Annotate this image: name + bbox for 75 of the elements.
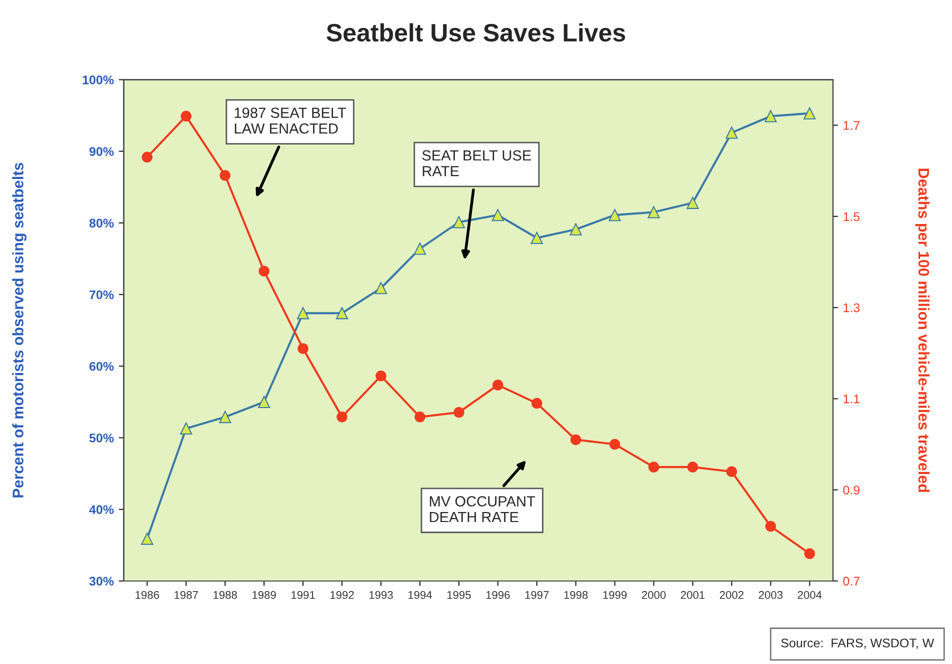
point xyxy=(570,223,582,236)
point xyxy=(219,410,232,424)
point xyxy=(336,412,348,422)
point xyxy=(180,422,192,435)
y-tick-label: 70% xyxy=(90,290,114,300)
point xyxy=(336,307,348,320)
x-tick-label: 1995 xyxy=(447,591,471,599)
point xyxy=(726,126,738,139)
chart-title: Seatbelt Use Saves Lives xyxy=(326,23,626,42)
point xyxy=(452,216,465,228)
y-axis-title: Percent of motorists observed using seatbelts xyxy=(12,162,27,498)
y2-axis-title: Deaths per 100 million vehicle-miles traveled xyxy=(915,168,930,492)
point xyxy=(608,208,621,222)
point xyxy=(570,434,582,446)
point xyxy=(142,152,153,163)
point xyxy=(686,196,699,209)
x-tick-label: 1988 xyxy=(214,591,237,599)
source-note: Source: FARS, WSDOT, W xyxy=(781,638,934,649)
point xyxy=(258,396,270,408)
x-tick-label: 2004 xyxy=(798,591,822,599)
y-tick-label: 40% xyxy=(89,505,114,514)
x-tick-label: 1989 xyxy=(252,591,276,599)
point xyxy=(374,282,388,294)
point xyxy=(804,548,815,560)
point xyxy=(726,466,738,477)
annotation: MV OCCUPANT DEATH RATE xyxy=(430,496,536,522)
point xyxy=(296,307,310,320)
point xyxy=(141,532,154,545)
point xyxy=(648,206,660,218)
point xyxy=(764,110,777,122)
annotation: SEAT BELT USE RATE xyxy=(422,150,532,176)
point xyxy=(492,380,504,390)
point xyxy=(765,520,776,532)
y-tick-label: 90% xyxy=(89,147,114,156)
point xyxy=(258,266,270,276)
point xyxy=(531,398,542,409)
y-tick-label: 50% xyxy=(89,434,114,442)
point xyxy=(414,412,426,422)
x-tick-label: 1999 xyxy=(603,591,627,599)
annotation: 1987 SEAT BELT LAW ENACTED xyxy=(234,108,346,134)
point xyxy=(648,462,660,472)
point xyxy=(530,232,543,244)
x-tick-label: 1994 xyxy=(408,591,432,599)
y-tick-label: 30% xyxy=(89,576,114,586)
y2-tick-label: 0.7 xyxy=(843,576,860,586)
x-tick-label: 1993 xyxy=(369,591,393,599)
point xyxy=(414,242,426,255)
point xyxy=(687,462,698,472)
x-tick-label: 2001 xyxy=(680,591,705,599)
point xyxy=(220,170,230,181)
x-tick-label: 1997 xyxy=(525,591,549,599)
x-tick-label: 1992 xyxy=(330,591,354,599)
x-tick-label: 1987 xyxy=(174,591,198,599)
y-tick-label: 100% xyxy=(82,75,114,84)
point xyxy=(180,110,192,122)
y2-tick-label: 1.5 xyxy=(844,212,860,222)
point xyxy=(804,107,816,120)
y2-tick-label: 1.3 xyxy=(844,303,860,312)
x-tick-label: 2003 xyxy=(758,591,783,599)
point xyxy=(298,343,308,354)
y2-tick-label: 0.9 xyxy=(843,486,860,495)
y2-tick-label: 1.1 xyxy=(844,394,860,404)
x-tick-label: 2000 xyxy=(642,591,666,599)
x-tick-label: 2002 xyxy=(720,591,744,599)
y-tick-label: 80% xyxy=(89,218,114,228)
point xyxy=(376,370,386,382)
point xyxy=(609,438,620,450)
point xyxy=(492,208,504,222)
y-tick-label: 60% xyxy=(89,362,114,371)
x-tick-label: 1986 xyxy=(136,591,160,599)
x-tick-label: 1996 xyxy=(486,591,510,599)
x-tick-label: 1998 xyxy=(564,591,588,599)
point xyxy=(454,406,464,418)
x-tick-label: 1991 xyxy=(292,591,315,599)
y2-tick-label: 1.7 xyxy=(844,121,860,130)
